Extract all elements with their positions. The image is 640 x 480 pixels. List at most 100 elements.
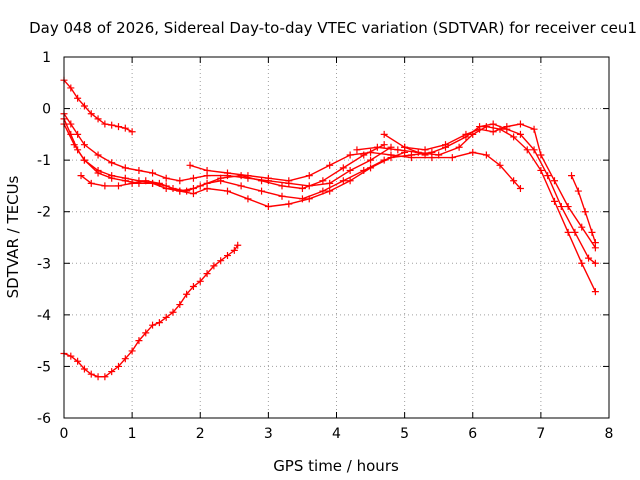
x-axis-label: GPS time / hours (273, 457, 399, 475)
data-point (510, 133, 518, 141)
data-point (196, 182, 204, 190)
data-point (367, 156, 375, 164)
data-point (121, 355, 129, 363)
data-point (346, 177, 354, 185)
data-point (108, 121, 116, 129)
data-point (234, 241, 242, 249)
data-point (142, 329, 150, 337)
data-point (149, 179, 157, 187)
data-point (264, 174, 272, 182)
data-point (67, 84, 75, 92)
data-point (94, 151, 102, 159)
data-point (578, 223, 586, 231)
y-tick-label: 1 (42, 50, 51, 66)
data-point (264, 203, 272, 211)
data-point (224, 252, 231, 260)
data-point (101, 120, 109, 128)
data-point (224, 187, 231, 195)
y-tick-label: -5 (37, 359, 51, 375)
data-point (74, 94, 82, 102)
data-point (367, 164, 375, 172)
data-point (121, 177, 129, 185)
data-point (455, 143, 463, 151)
data-point (568, 172, 576, 180)
data-point (551, 177, 558, 185)
data-point (203, 270, 211, 278)
data-point (442, 141, 449, 149)
data-point (176, 187, 184, 195)
data-point (121, 124, 129, 132)
data-point (585, 254, 593, 262)
x-tick-label: 6 (468, 426, 477, 442)
x-tick-label: 3 (264, 426, 273, 442)
series-sat-b (60, 110, 395, 190)
data-point (326, 161, 334, 169)
data-point (237, 182, 245, 190)
series-sat-f (186, 148, 524, 193)
data-point (564, 228, 572, 236)
data-point (380, 141, 388, 149)
data-point (578, 259, 586, 267)
data-point (551, 197, 558, 205)
data-point (155, 179, 163, 187)
data-point (128, 128, 136, 136)
data-point (394, 146, 402, 154)
data-point (428, 154, 436, 162)
data-point (530, 146, 538, 154)
data-point (135, 179, 143, 187)
data-point (108, 174, 116, 182)
data-point (305, 172, 313, 180)
data-point (339, 164, 347, 172)
data-point (544, 172, 552, 180)
data-point (516, 185, 524, 193)
data-point (169, 185, 177, 193)
tick-layer: 0 1 2 3 4 5 6 7 8 -6 -5 -4 -3 -2 -1 0 1 (37, 50, 613, 442)
y-tick-label: 0 (42, 102, 51, 118)
data-point (128, 347, 136, 355)
data-point (564, 203, 572, 211)
data-point (530, 125, 538, 133)
data-point (230, 246, 238, 254)
x-tick-label: 2 (196, 426, 205, 442)
data-point (80, 365, 88, 373)
data-point (305, 195, 313, 203)
data-point (162, 174, 170, 182)
series-line (63, 113, 392, 187)
data-point (373, 143, 381, 151)
data-point (516, 130, 524, 138)
data-point (70, 141, 78, 149)
data-point (367, 148, 375, 156)
x-tick-label: 1 (128, 426, 137, 442)
data-point (183, 290, 191, 298)
data-point (217, 257, 225, 265)
data-point (108, 159, 116, 167)
data-point (115, 182, 122, 190)
data-point (135, 337, 143, 345)
data-point (203, 166, 211, 174)
y-tick-label: -3 (37, 256, 51, 272)
data-point (115, 123, 122, 131)
data-point (380, 130, 388, 138)
data-point (94, 373, 102, 381)
data-point (176, 177, 184, 185)
x-tick-label: 7 (536, 426, 545, 442)
data-point (588, 228, 596, 236)
data-point (298, 185, 306, 193)
data-point (142, 177, 150, 185)
data-point (258, 177, 266, 185)
series-sat-e (77, 141, 388, 195)
data-point (210, 262, 218, 270)
data-point (591, 259, 599, 267)
data-point (278, 192, 286, 200)
data-point (591, 239, 599, 247)
data-point (489, 128, 497, 136)
series-sat-i (401, 120, 599, 252)
x-tick-label: 4 (332, 426, 341, 442)
data-point (189, 282, 197, 290)
y-tick-label: -4 (37, 308, 51, 324)
data-point (135, 166, 143, 174)
data-point (319, 177, 327, 185)
data-point (67, 352, 75, 360)
data-point (176, 301, 184, 309)
